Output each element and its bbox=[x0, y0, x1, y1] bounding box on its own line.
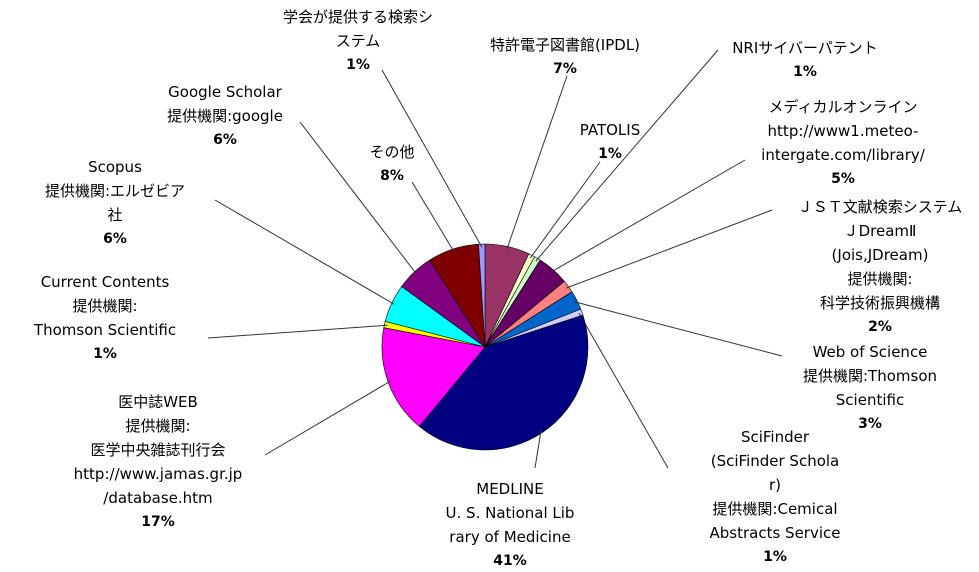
slice-label: ＪＳＴ文献検索システム ＪDreamⅡ (Jois,JDream) 提供機関: … bbox=[798, 195, 963, 339]
category-label: MEDLINE U. S. National Lib rary of Medic… bbox=[445, 480, 575, 546]
category-label: Current Contents 提供機関: Thomson Scientifi… bbox=[33, 273, 177, 339]
value-label: 2% bbox=[868, 319, 892, 335]
leader-line bbox=[299, 121, 418, 275]
leader-line bbox=[264, 380, 392, 456]
category-label: Web of Science 提供機関:Thomson Scientific bbox=[802, 343, 938, 409]
value-label: 41% bbox=[493, 553, 527, 569]
leader-line bbox=[411, 181, 455, 253]
category-label: Scopus 提供機関:エルゼビア 社 bbox=[44, 158, 186, 224]
leader-line bbox=[506, 75, 568, 250]
slice-label: Web of Science 提供機関:Thomson Scientific 3% bbox=[803, 340, 937, 436]
slice-label: Current Contents 提供機関: Thomson Scientifi… bbox=[34, 270, 176, 366]
value-label: 1% bbox=[598, 146, 622, 162]
leader-line bbox=[207, 324, 388, 339]
value-label: 1% bbox=[346, 57, 370, 73]
category-label: 学会が提供する検索シ ステム bbox=[282, 8, 434, 50]
category-label: 特許電子図書館(IPDL) bbox=[489, 36, 641, 54]
pie-slice bbox=[418, 314, 589, 451]
value-label: 17% bbox=[141, 514, 175, 530]
slice-label: 特許電子図書館(IPDL) 7% bbox=[490, 33, 640, 81]
leader-line bbox=[214, 199, 395, 305]
slice-label: メディカルオンライン http://www1.meteo- intergate.… bbox=[761, 95, 925, 191]
slice-label: Google Scholar 提供機関:google 6% bbox=[167, 80, 283, 152]
slice-label: PATOLIS 1% bbox=[580, 118, 640, 166]
value-label: 7% bbox=[553, 61, 577, 77]
value-label: 1% bbox=[793, 64, 817, 80]
slice-label: その他 8% bbox=[369, 140, 414, 188]
leader-line bbox=[529, 161, 601, 259]
leader-line bbox=[565, 209, 773, 289]
category-label: ＪＳＴ文献検索システム ＪDreamⅡ (Jois,JDream) 提供機関: … bbox=[797, 198, 963, 312]
slice-label: Scopus 提供機関:エルゼビア 社 6% bbox=[45, 155, 185, 251]
leader-line bbox=[578, 312, 669, 469]
category-label: NRIサイバーパテント bbox=[732, 39, 878, 57]
value-label: 6% bbox=[213, 132, 237, 148]
category-label: メディカルオンライン http://www1.meteo- intergate.… bbox=[761, 98, 925, 164]
category-label: 医中誌WEB 提供機関: 医学中央雑誌刊行会 http://www.jamas.… bbox=[73, 393, 243, 507]
slice-label: MEDLINE U. S. National Lib rary of Medic… bbox=[446, 477, 575, 572]
leader-line bbox=[534, 429, 542, 469]
leader-line bbox=[381, 69, 483, 248]
value-label: 8% bbox=[380, 168, 404, 184]
value-label: 6% bbox=[103, 231, 127, 247]
leader-line bbox=[550, 159, 746, 273]
category-label: その他 bbox=[369, 143, 415, 161]
pie-slice bbox=[381, 327, 486, 427]
leader-line bbox=[573, 301, 783, 357]
slice-label: NRIサイバーパテント 1% bbox=[732, 36, 878, 84]
value-label: 5% bbox=[831, 171, 855, 187]
value-label: 3% bbox=[858, 416, 882, 432]
slice-label: SciFinder (SciFinder Schola r) 提供機関:Cemi… bbox=[710, 425, 841, 569]
category-label: PATOLIS bbox=[579, 121, 641, 139]
value-label: 1% bbox=[763, 549, 787, 565]
leader-line bbox=[535, 49, 719, 262]
value-label: 1% bbox=[93, 346, 117, 362]
category-label: SciFinder (SciFinder Schola r) 提供機関:Cemi… bbox=[709, 428, 841, 542]
category-label: Google Scholar 提供機関:google bbox=[167, 83, 283, 125]
slice-label: 学会が提供する検索シ ステム 1% bbox=[283, 5, 433, 77]
pie-slice bbox=[478, 243, 486, 348]
slice-label: 医中誌WEB 提供機関: 医学中央雑誌刊行会 http://www.jamas.… bbox=[74, 390, 243, 534]
